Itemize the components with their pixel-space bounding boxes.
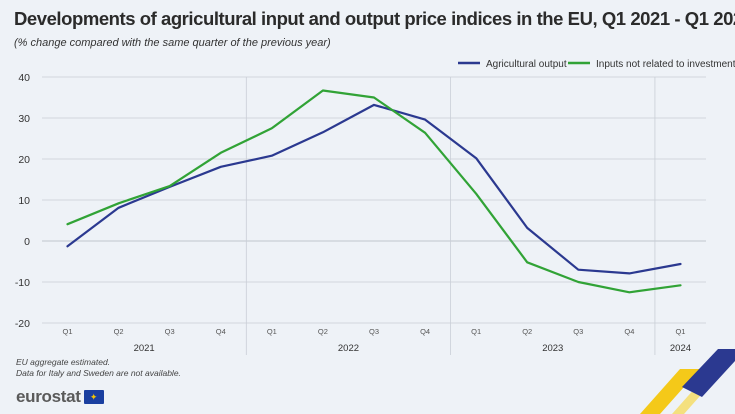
eu-flag-icon: ✦ — [83, 390, 104, 404]
legend: Agricultural output Inputs not related to… — [458, 59, 735, 70]
year-label: 2022 — [338, 343, 359, 354]
chart-title: Developments of agricultural input and o… — [14, 8, 735, 29]
x-tick-label: Q3 — [369, 327, 379, 336]
gridlines — [42, 76, 706, 355]
x-tick-label: Q3 — [165, 327, 175, 336]
corner-decoration — [640, 349, 735, 414]
axes: -20 -10 0 10 20 30 40 Q1 Q2 Q3 Q4 Q1 Q2 Q3 Q4 Q1 Q2 Q3 Q4 Q… — [15, 72, 691, 354]
x-tick-label: Q2 — [318, 327, 328, 336]
x-tick-label: Q2 — [522, 327, 532, 336]
x-tick-label: Q1 — [63, 327, 73, 336]
x-tick-label: Q3 — [573, 327, 583, 336]
y-tick-label: -10 — [15, 277, 30, 289]
data-series — [66, 89, 682, 294]
x-tick-label: Q4 — [624, 327, 634, 336]
y-tick-label: 20 — [18, 154, 30, 166]
y-tick-label: 40 — [18, 72, 30, 84]
x-tick-label: Q2 — [114, 327, 124, 336]
x-tick-label: Q1 — [267, 327, 277, 336]
logo-text: eurostat — [16, 387, 81, 406]
y-tick-label: 10 — [18, 195, 30, 207]
x-tick-label: Q1 — [471, 327, 481, 336]
legend-label: Agricultural output — [486, 59, 567, 70]
footnote-estimate: EU aggregate estimated. — [16, 357, 111, 367]
x-tick-label: Q1 — [675, 327, 685, 336]
year-label: 2021 — [134, 343, 155, 354]
x-tick-label: Q4 — [420, 327, 430, 336]
legend-label: Inputs not related to investment — [596, 59, 735, 70]
chart-subtitle: (% change compared with the same quarter… — [14, 37, 331, 49]
x-tick-label: Q4 — [216, 327, 226, 336]
footnote-missing-data: Data for Italy and Sweden are not availa… — [16, 368, 181, 378]
year-label: 2024 — [670, 343, 691, 354]
y-tick-label: 30 — [18, 113, 30, 125]
year-label: 2023 — [542, 343, 563, 354]
eurostat-logo: eurostat ✦ — [16, 387, 104, 407]
y-tick-label: 0 — [24, 236, 30, 248]
y-tick-label: -20 — [15, 318, 30, 330]
